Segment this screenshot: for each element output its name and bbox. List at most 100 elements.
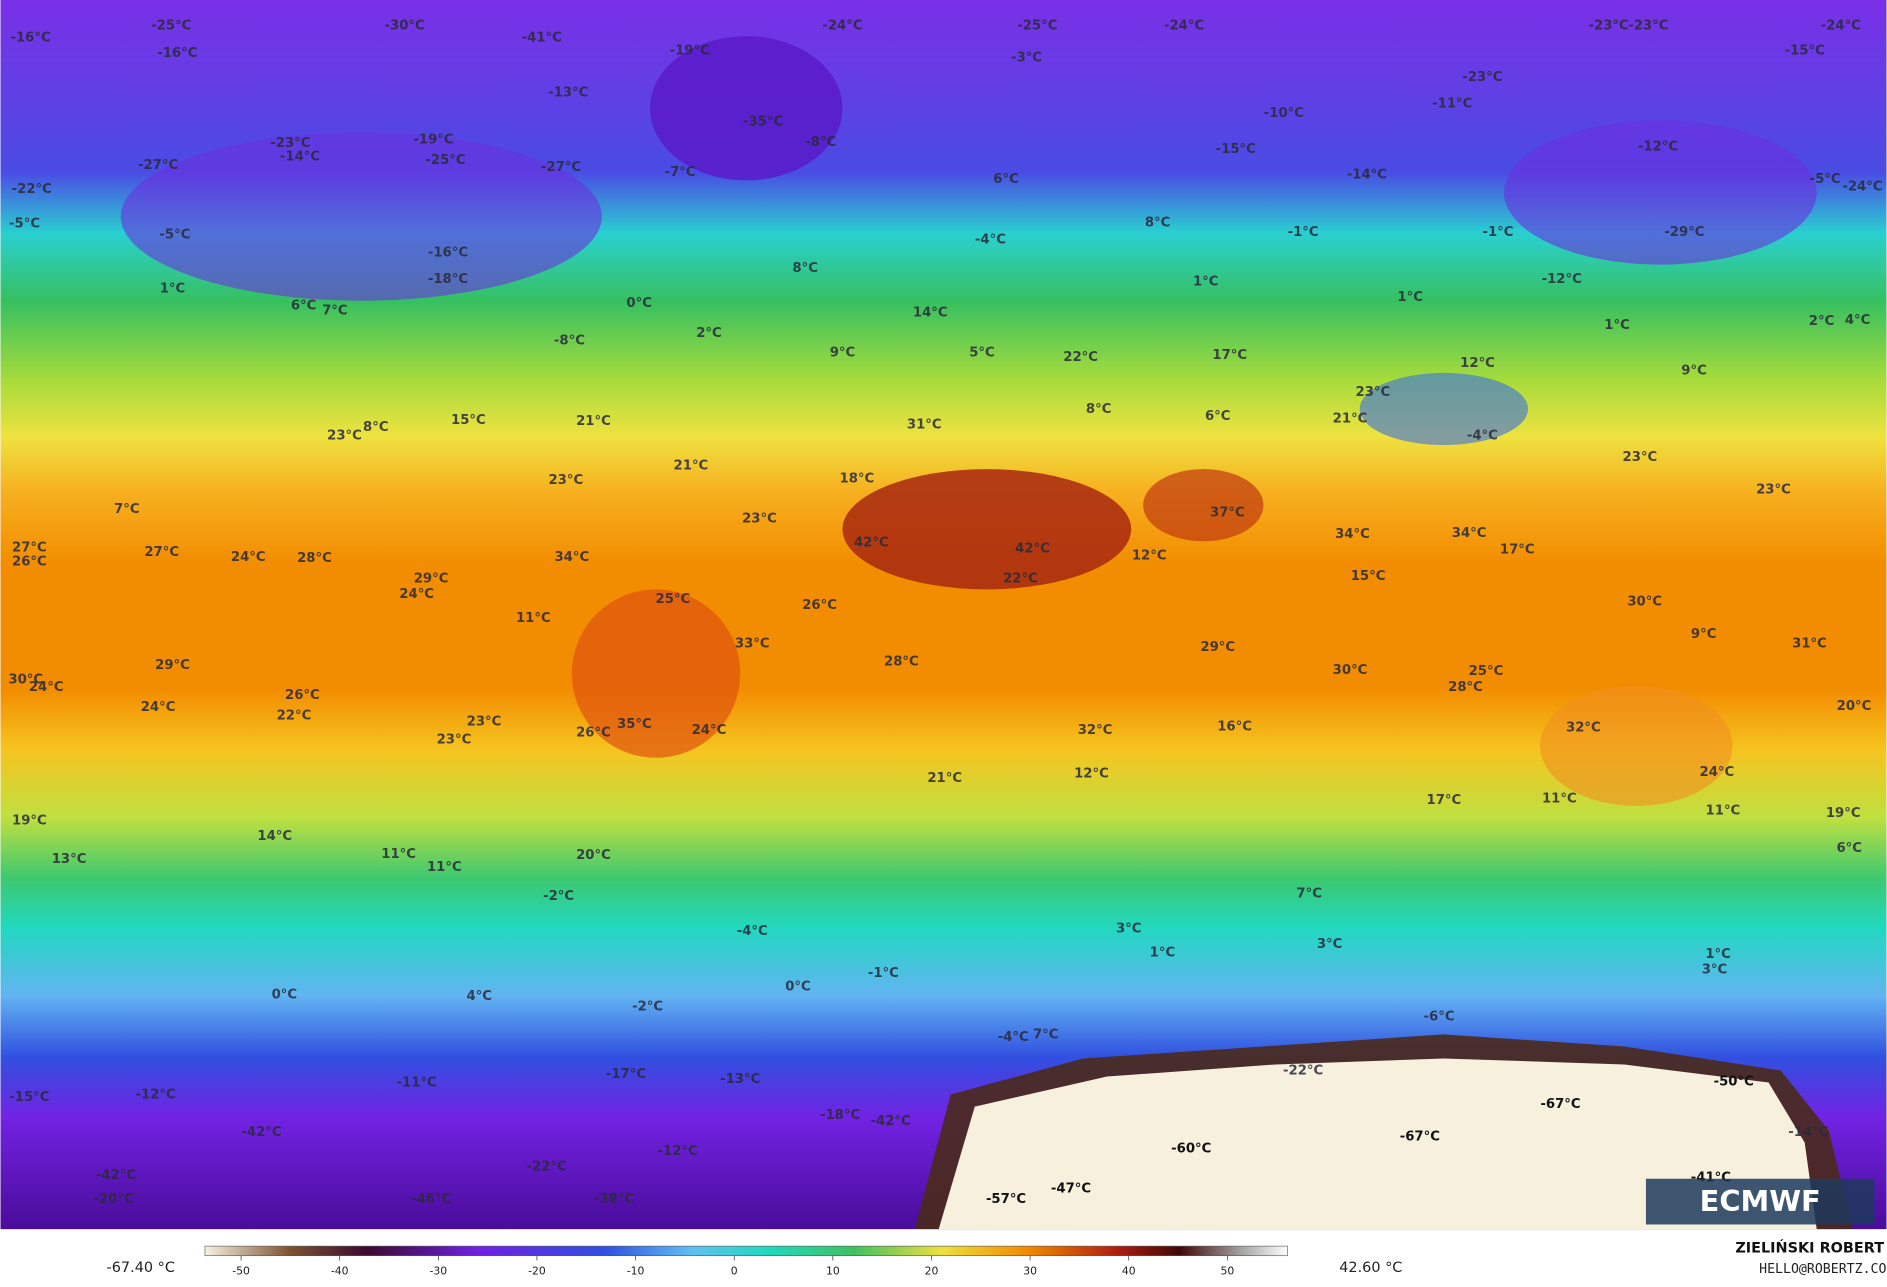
- temperature-label: -67°C: [1540, 1097, 1580, 1112]
- logo: ECMWF: [1700, 1184, 1821, 1218]
- temperature-label: 28°C: [884, 655, 919, 670]
- temperature-label: 3°C: [1116, 922, 1142, 937]
- temperature-label: 24°C: [231, 550, 266, 565]
- temperature-label: 25°C: [1469, 664, 1504, 679]
- temperature-label: 7°C: [114, 502, 140, 517]
- temperature-label: 11°C: [1706, 804, 1741, 819]
- temperature-label: 21°C: [674, 458, 709, 473]
- temperature-label: 18°C: [840, 472, 875, 487]
- temperature-label: 15°C: [451, 413, 486, 428]
- temperature-label: 23°C: [1756, 483, 1791, 498]
- temperature-label: -23°C: [1628, 18, 1668, 33]
- temperature-label: -2°C: [543, 889, 574, 904]
- temperature-label: 9°C: [1681, 363, 1707, 378]
- temperature-label: -24°C: [822, 18, 862, 33]
- temperature-label: 6°C: [1836, 841, 1862, 856]
- temperature-label: -2°C: [632, 1000, 663, 1015]
- temperature-label: 28°C: [1448, 680, 1483, 695]
- temperature-label: 11°C: [381, 847, 416, 862]
- temperature-label: 3°C: [1702, 962, 1728, 977]
- temperature-label: 4°C: [466, 989, 492, 1004]
- temperature-label: -20°C: [93, 1192, 133, 1207]
- credit: ZIELIŃSKI ROBERT: [1735, 1239, 1884, 1257]
- temperature-label: 28°C: [297, 551, 332, 566]
- temperature-label: -23°C: [270, 136, 310, 151]
- colorbar-tick-label: 30: [1023, 1264, 1037, 1277]
- footer: [0, 1229, 1887, 1287]
- temperature-label: 29°C: [414, 572, 449, 587]
- temperature-label: -24°C: [1842, 179, 1882, 194]
- temperature-label: -46°C: [411, 1192, 451, 1207]
- temperature-label: 1°C: [160, 282, 186, 297]
- temperature-label: -3°C: [1011, 51, 1042, 66]
- temperature-label: 30°C: [1627, 594, 1662, 609]
- temperature-label: 17°C: [1500, 543, 1535, 558]
- temperature-label: 26°C: [285, 688, 320, 703]
- temperature-label: -16°C: [428, 246, 468, 261]
- temperature-label: 12°C: [1460, 356, 1495, 371]
- temperature-label: 26°C: [802, 598, 837, 613]
- temperature-label: 30°C: [1333, 663, 1368, 678]
- temperature-label: 23°C: [437, 733, 472, 748]
- temperature-label: -16°C: [10, 30, 50, 45]
- temperature-label: -14°C: [280, 149, 320, 164]
- temperature-label: 17°C: [1427, 793, 1462, 808]
- temperature-label: -25°C: [151, 18, 191, 33]
- colorbar-tick-label: -40: [331, 1264, 349, 1277]
- temperature-label: 6°C: [291, 299, 317, 314]
- temperature-label: 29°C: [1200, 640, 1235, 655]
- temperature-label: -8°C: [805, 135, 836, 150]
- temperature-label: -67°C: [1400, 1130, 1440, 1145]
- temperature-label: 22°C: [1063, 350, 1098, 365]
- temperature-label: -19°C: [670, 44, 710, 59]
- colorbar-max: 42.60 °C: [1339, 1260, 1402, 1276]
- temperature-label: 32°C: [1078, 723, 1113, 738]
- temperature-label: 42°C: [854, 535, 889, 550]
- temperature-label: 3°C: [1317, 937, 1343, 952]
- temperature-label: 21°C: [1333, 412, 1368, 427]
- temperature-label: -5°C: [9, 217, 40, 232]
- temperature-label: 6°C: [993, 172, 1019, 187]
- temperature-label: 11°C: [1542, 792, 1577, 807]
- temperature-label: -4°C: [998, 1030, 1029, 1045]
- temperature-label: 33°C: [735, 637, 770, 652]
- temperature-label: -14°C: [1347, 167, 1387, 182]
- temperature-label: -1°C: [1482, 225, 1513, 240]
- temperature-label: -29°C: [1664, 225, 1704, 240]
- temperature-label: 2°C: [1809, 314, 1835, 329]
- temperature-label: 23°C: [742, 511, 777, 526]
- temperature-label: 23°C: [1356, 385, 1391, 400]
- temperature-label: -13°C: [720, 1072, 760, 1087]
- temperature-label: -30°C: [385, 18, 425, 33]
- temperature-label: -15°C: [1216, 142, 1256, 157]
- colorbar: [204, 1245, 1288, 1257]
- temperature-label: 13°C: [52, 852, 87, 867]
- temperature-label: 26°C: [12, 555, 47, 570]
- temperature-label: 1°C: [1193, 274, 1219, 289]
- colorbar-tick-label: 40: [1122, 1264, 1136, 1277]
- temperature-label: -11°C: [1432, 96, 1472, 111]
- temperature-label: 27°C: [12, 540, 47, 555]
- colorbar-tick-label: -20: [528, 1264, 546, 1277]
- temperature-label: 20°C: [576, 848, 611, 863]
- temperature-label: -42°C: [870, 1114, 910, 1129]
- temperature-label: 1°C: [1604, 318, 1630, 333]
- temperature-label: -12°C: [136, 1088, 176, 1103]
- temperature-label: 5°C: [969, 345, 995, 360]
- temperature-label: -8°C: [554, 333, 585, 348]
- temperature-label: -16°C: [157, 46, 197, 61]
- temperature-label: -15°C: [1785, 44, 1825, 59]
- temperature-label: 9°C: [1691, 627, 1717, 642]
- temperature-label: -14°C: [1788, 1125, 1828, 1140]
- colorbar-tick-label: 10: [826, 1264, 840, 1277]
- temperature-label: -25°C: [425, 153, 465, 168]
- temperature-label: 42°C: [1015, 541, 1050, 556]
- temperature-label: 7°C: [1033, 1027, 1059, 1042]
- temperature-label: -24°C: [1164, 18, 1204, 33]
- temperature-label: 24°C: [141, 700, 176, 715]
- temperature-label: -19°C: [413, 133, 453, 148]
- temperature-label: 0°C: [785, 979, 811, 994]
- temperature-label: 2°C: [696, 326, 722, 341]
- colorbar-tick-label: -50: [232, 1264, 250, 1277]
